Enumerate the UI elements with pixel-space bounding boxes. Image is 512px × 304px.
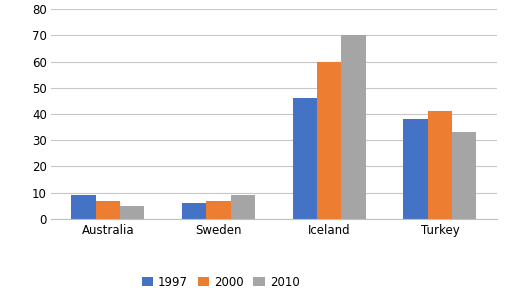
- Bar: [206, 201, 231, 219]
- Bar: [293, 98, 317, 219]
- Bar: [120, 206, 144, 219]
- Legend: 1997, 2000, 2010: 1997, 2000, 2010: [137, 271, 304, 293]
- Bar: [231, 195, 255, 219]
- Bar: [96, 201, 120, 219]
- Bar: [182, 203, 206, 219]
- Bar: [72, 195, 96, 219]
- Bar: [452, 132, 476, 219]
- Bar: [428, 111, 452, 219]
- Bar: [317, 61, 342, 219]
- Bar: [403, 119, 428, 219]
- Bar: [342, 35, 366, 219]
